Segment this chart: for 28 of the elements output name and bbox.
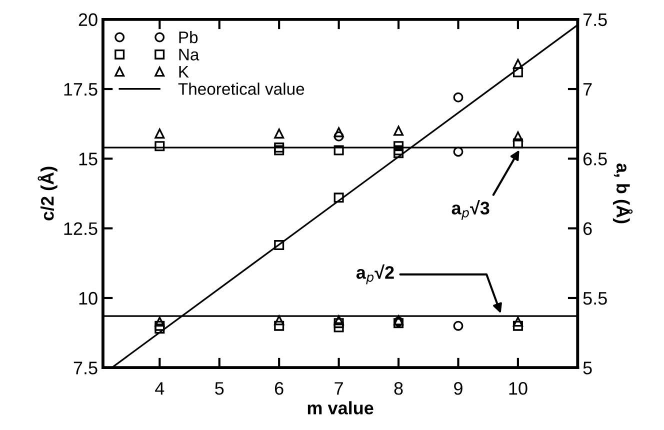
x-axis-title: m value	[308, 401, 374, 414]
y2-tick-label: 5	[583, 362, 592, 374]
y2-tick-label: 6	[583, 222, 592, 236]
y-tick-label: 20	[78, 13, 98, 26]
y-axis-title: c/2 (Å)	[38, 166, 58, 220]
ref-line-label: a$_{p}$√2	[356, 264, 394, 284]
y2-axis-title: a, b (Å)	[612, 163, 633, 224]
x-tick-label: 10	[509, 382, 528, 395]
x-tick-label: 8	[394, 382, 403, 395]
ref-line-label: a$_{p}$√3	[452, 200, 490, 220]
x-tick-label: 9	[454, 382, 462, 395]
legend-label: Pb	[179, 31, 198, 44]
y2-tick-label: 7	[583, 83, 592, 96]
legend-label: Theoretical value	[178, 82, 304, 95]
y-tick-label: 12.5	[64, 222, 98, 236]
y-tick-label: 17.5	[64, 83, 98, 96]
legend-label: Na	[179, 48, 200, 60]
y2-tick-label: 5.5	[583, 292, 607, 305]
x-tick-label: 7	[334, 382, 343, 395]
x-tick-label: 4	[155, 382, 164, 395]
x-tick-label: 5	[215, 382, 224, 395]
y2-tick-label: 7.5	[583, 13, 607, 26]
y-tick-label: 10	[79, 292, 98, 305]
y2-tick-label: 6.5	[583, 152, 607, 166]
y-tick-label: 7.5	[74, 362, 98, 374]
legend-label: K	[179, 66, 189, 78]
x-tick-label: 6	[274, 382, 284, 395]
y-tick-label: 15	[79, 152, 98, 166]
